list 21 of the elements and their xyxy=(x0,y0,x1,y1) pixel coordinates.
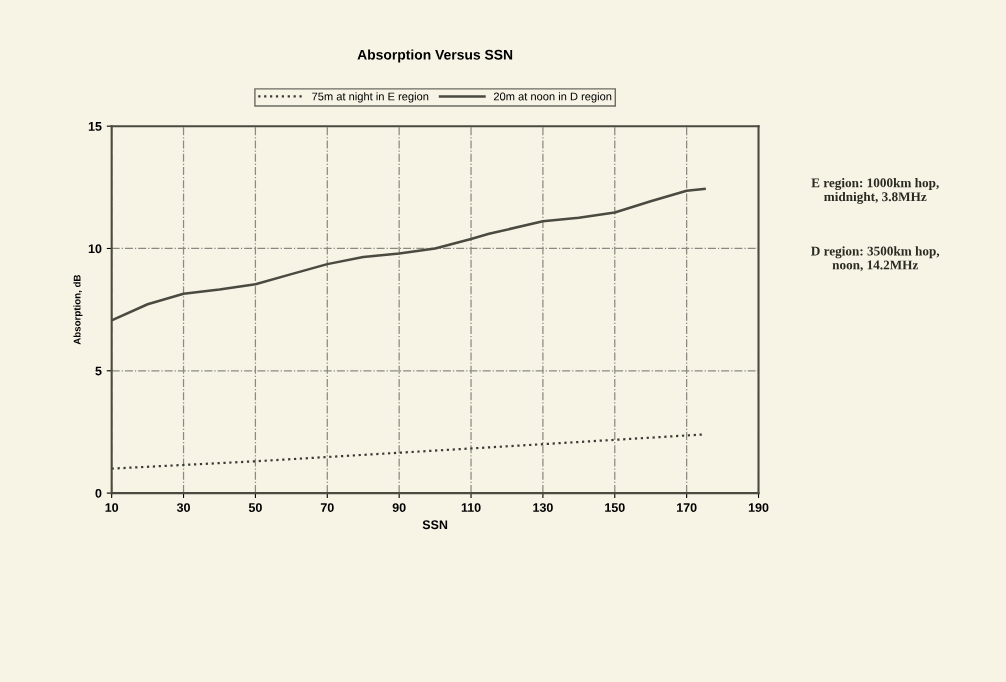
y-tick-label: 5 xyxy=(95,366,102,376)
x-tick-label: 30 xyxy=(176,503,190,513)
y-axis-title: Absorption, dB xyxy=(73,274,83,345)
x-tick-label: 190 xyxy=(748,503,769,512)
x-tick-label: 90 xyxy=(392,503,406,512)
x-tick-label: 50 xyxy=(248,503,262,512)
x-tick-label: 170 xyxy=(677,503,697,512)
x-tick-label: 10 xyxy=(105,503,119,512)
text: D region: 3500km hop, noon, 14.2MHz xyxy=(811,246,940,272)
y-tick-label: 15 xyxy=(88,122,102,131)
x-tick-label: 130 xyxy=(533,503,553,513)
x-tick-label: 110 xyxy=(461,503,481,512)
x-tick-label: 150 xyxy=(605,503,625,512)
legend-label: 75m at night in E region xyxy=(312,92,429,103)
x-tick-label: 70 xyxy=(320,503,334,512)
legend-label: 20m at noon in D region xyxy=(493,92,612,103)
text: E region: 1000km hop, midnight, 3.8MHz xyxy=(811,177,939,204)
chart-title: Absorption Versus SSN xyxy=(357,49,513,63)
y-tick-label: 0 xyxy=(95,488,102,498)
x-axis-title: SSN xyxy=(422,520,448,530)
y-tick-label: 10 xyxy=(88,244,102,254)
